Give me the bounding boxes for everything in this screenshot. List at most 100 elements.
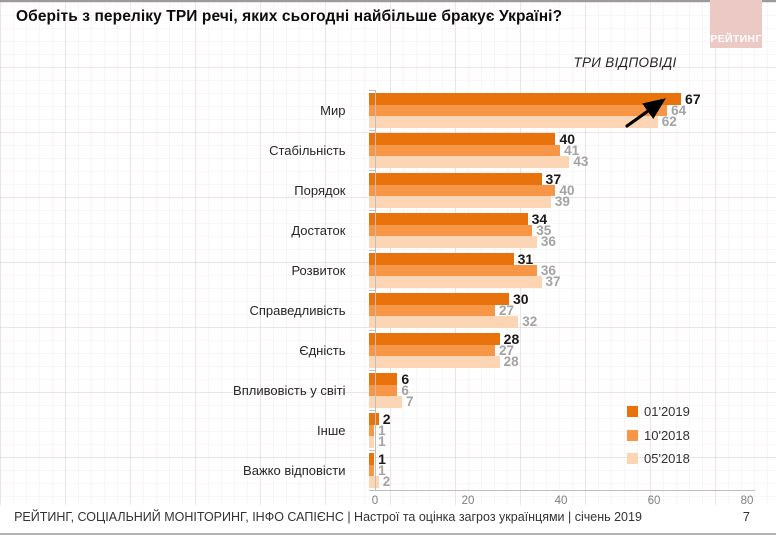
bar-group: 67 64 62 (369, 90, 776, 130)
value-axis-tick-label: 80 (740, 495, 754, 507)
value-axis-tick-label: 60 (647, 495, 661, 507)
bar-value-label: 30 (512, 290, 529, 307)
bar-line: 1 (369, 450, 776, 467)
bar-line: 64 (369, 103, 776, 118)
legend-swatch-icon (627, 406, 638, 418)
category-axis-tick (369, 90, 375, 91)
bar (369, 156, 570, 168)
bar (369, 213, 528, 225)
bar (369, 396, 403, 408)
category-label: Важко відповісти (243, 462, 346, 478)
bar-value-label: 37 (545, 170, 562, 187)
bar (369, 344, 496, 357)
bar-line: 6 (369, 382, 776, 398)
bar-line: 28 (369, 330, 776, 347)
chart-row: Важко відповісти 1 1 2 (0, 450, 776, 490)
bar (369, 476, 379, 488)
bar-value-label: 1 (378, 422, 386, 438)
category-axis-tick (369, 290, 375, 291)
bottom-border (0, 533, 776, 535)
category-label: Порядок (294, 182, 346, 198)
bar-value-label: 36 (540, 234, 556, 250)
bar-line: 1 (369, 434, 776, 449)
bar-value-label: 6 (401, 370, 410, 387)
bar-line: 1 (369, 422, 776, 438)
bar-value-label: 7 (406, 394, 414, 410)
bar (369, 464, 375, 477)
bar-value-label: 43 (573, 154, 589, 170)
bar-line: 32 (369, 314, 776, 329)
legend-swatch-icon (627, 429, 638, 441)
category-axis-tick (369, 330, 375, 331)
bar-line: 27 (369, 302, 776, 318)
bar-value-label: 27 (499, 342, 515, 358)
chart-legend: 01'2019 10'2018 05'2018 (627, 400, 690, 471)
bar (369, 224, 533, 237)
legend-label: 10'2018 (644, 427, 690, 443)
bar-line: 41 (369, 143, 776, 158)
bar (369, 144, 561, 157)
page-title: Оберіть з переліку ТРИ речі, яких сьогод… (16, 8, 563, 25)
category-axis-tick (369, 370, 375, 371)
chart-canvas: Оберіть з переліку ТРИ речі, яких сьогод… (0, 0, 776, 507)
chart-row: Розвиток 31 36 37 (0, 250, 776, 290)
bar-value-label: 27 (499, 302, 515, 318)
bar (369, 436, 375, 448)
bar-group: 37 40 39 (369, 170, 776, 210)
bar (369, 104, 668, 117)
bar (369, 236, 537, 248)
chart-row: Справедливість 30 27 32 (0, 290, 776, 330)
rating-logo: РЕЙТИНГ (710, 0, 762, 48)
bar-value-label: 67 (685, 90, 701, 107)
bar (369, 293, 509, 305)
category-label: Єдність (299, 342, 346, 358)
category-label: Справедливість (249, 302, 346, 318)
category-axis-tick (369, 450, 375, 451)
category-axis-tick (369, 490, 375, 491)
bar-group: 28 27 28 (369, 330, 776, 370)
bar-line: 37 (369, 170, 776, 187)
chart-row: Порядок 37 40 39 (0, 170, 776, 210)
legend-item: 05'2018 (627, 447, 690, 471)
bar-line: 43 (369, 154, 776, 170)
category-label: Мир (320, 102, 346, 118)
bar-value-label: 28 (503, 330, 520, 347)
bar-line: 36 (369, 263, 776, 278)
bar-line: 1 (369, 463, 776, 478)
bar (369, 453, 375, 465)
bar (369, 424, 375, 437)
legend-item: 01'2019 (627, 400, 690, 424)
category-axis-tick (369, 210, 375, 211)
chart-row: Мир 67 64 62 (0, 90, 776, 130)
bar-group: 40 41 43 (369, 130, 776, 170)
bar-line: 2 (369, 474, 776, 490)
bar (369, 184, 556, 197)
chart-subtitle: ТРИ ВІДПОВІДІ (573, 55, 677, 70)
bar-line: 37 (369, 274, 776, 289)
bar (369, 413, 379, 425)
bar (369, 264, 537, 277)
chart-row: Впливовість у світі 6 6 7 (0, 370, 776, 410)
category-label: Достаток (291, 222, 346, 238)
bar-chart: Мир 67 64 62 Стабільність 40 41 43 Порядок 37 40 39… (0, 90, 776, 490)
bar (369, 133, 556, 145)
bar-group: 31 36 37 (369, 250, 776, 290)
value-axis-tick-label: 0 (371, 495, 379, 507)
bar-value-label: 31 (517, 250, 534, 267)
bar-line: 2 (369, 411, 776, 427)
bar (369, 173, 542, 185)
chart-row: Стабільність 40 41 43 (0, 130, 776, 170)
bar-value-label: 6 (401, 382, 409, 398)
bar-value-label: 1 (378, 450, 386, 467)
bar-value-label: 2 (382, 474, 391, 490)
bar (369, 333, 500, 345)
category-axis-tick (369, 250, 375, 251)
bar-group: 34 35 36 (369, 210, 776, 250)
legend-swatch-icon (627, 453, 638, 465)
bar (369, 304, 496, 317)
bar-line: 62 (369, 114, 776, 129)
bar-line: 39 (369, 194, 776, 209)
